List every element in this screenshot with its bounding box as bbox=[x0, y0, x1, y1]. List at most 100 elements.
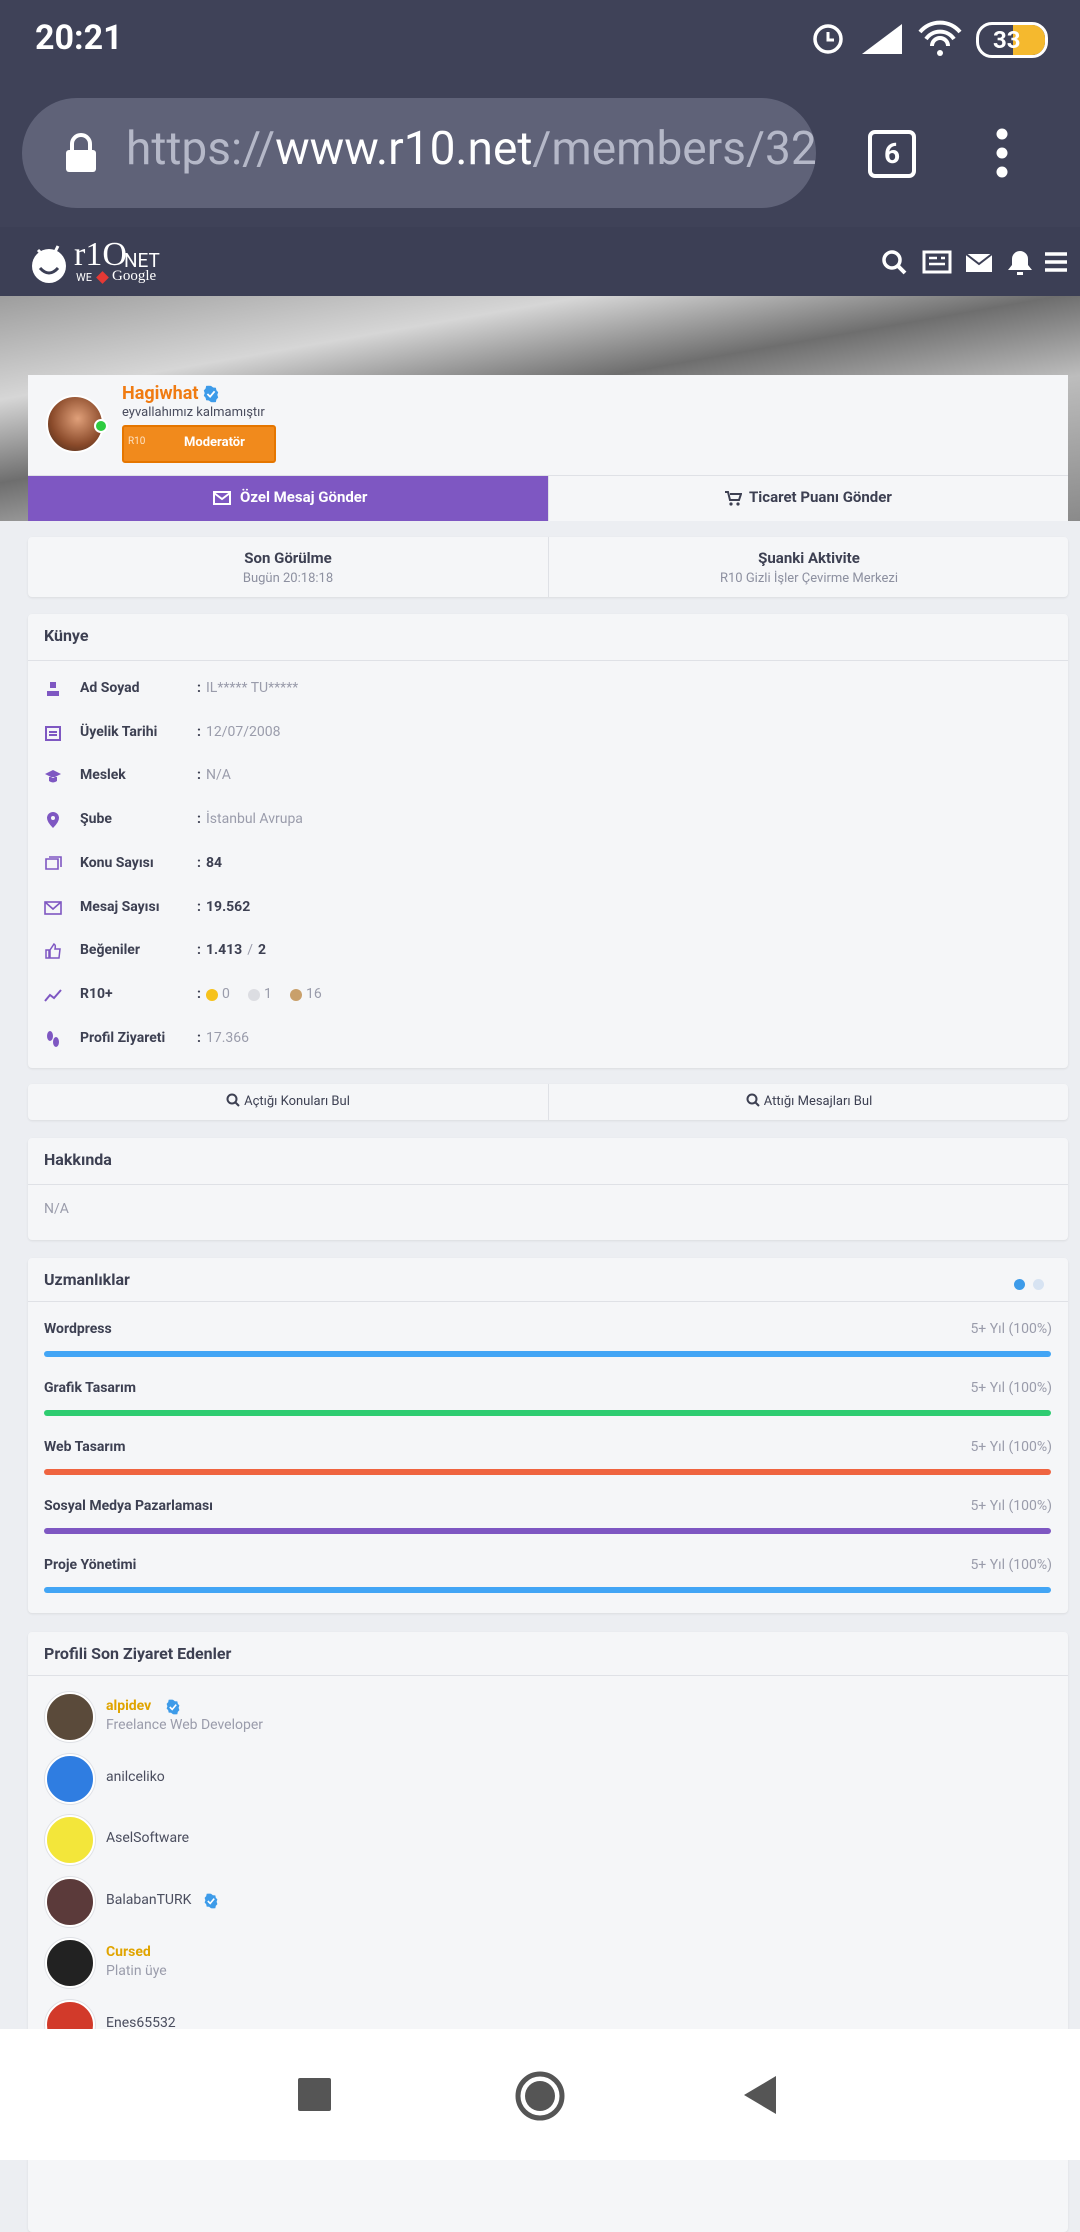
section-title: Uzmanlıklar bbox=[44, 1270, 130, 1289]
row-icon bbox=[44, 724, 62, 742]
user-status: eyvallahımız kalmamıştır bbox=[122, 405, 265, 420]
logo-mark-graphic bbox=[32, 245, 66, 283]
visitor-avatar[interactable] bbox=[45, 1815, 95, 1866]
medal-count: 0 bbox=[222, 985, 230, 1002]
activity-cell: Son Görülme Bugün 20:18:18 bbox=[28, 537, 548, 597]
tab-count[interactable]: 6 bbox=[868, 130, 916, 178]
profile-button[interactable]: Ticaret Puanı Gönder bbox=[548, 475, 1068, 521]
rank-badge: R10 Moderatör bbox=[122, 425, 276, 463]
search-button[interactable]: Açtığı Konuları Bul bbox=[28, 1084, 548, 1120]
row-separator: : bbox=[197, 854, 201, 871]
activity-title: Şuanki Aktivite bbox=[758, 549, 860, 567]
search-buttons: Açtığı Konuları Bul Attığı Mesajları Bul bbox=[28, 1084, 1068, 1120]
visitor-avatar[interactable] bbox=[45, 1938, 95, 1989]
row-value-main: IL***** TU***** bbox=[206, 680, 299, 696]
nav-back[interactable] bbox=[742, 2074, 778, 2116]
row-separator: : bbox=[197, 942, 201, 959]
skill-level: 5+ Yıl (100%) bbox=[970, 1439, 1052, 1455]
visitor-name[interactable]: alpidev bbox=[106, 1698, 152, 1714]
section-title: Profili Son Ziyaret Edenler bbox=[44, 1644, 232, 1663]
medal-dot bbox=[206, 988, 218, 1001]
logo-suffix: NET bbox=[124, 249, 160, 272]
row-separator: : bbox=[197, 811, 201, 828]
verified-badge bbox=[203, 1893, 219, 1909]
activity-card: Son Görülme Bugün 20:18:18 Şuanki Aktivite… bbox=[28, 537, 1068, 597]
verified-badge-graphic bbox=[166, 1699, 180, 1715]
search-button[interactable]: Attığı Mesajları Bul bbox=[548, 1084, 1069, 1120]
visitor-name[interactable]: Cursed bbox=[106, 1944, 151, 1961]
username: Hagiwhat bbox=[122, 383, 199, 404]
skill-level: 5+ Yıl (100%) bbox=[970, 1380, 1052, 1396]
row-icon-graphic bbox=[47, 682, 59, 696]
skill-bar bbox=[44, 1469, 1051, 1475]
profile-button[interactable]: Özel Mesaj Gönder bbox=[28, 475, 548, 521]
nav-home-graphic bbox=[515, 2071, 565, 2121]
row-icon bbox=[44, 680, 62, 698]
verified-badge-graphic bbox=[204, 1893, 217, 1909]
row-separator: : bbox=[197, 680, 201, 696]
skills-card: Uzmanlıklar Wordpress 5+ Yıl (100%) Grafik … bbox=[28, 1258, 1068, 1613]
visitor-title: Freelance Web Developer bbox=[106, 1717, 264, 1733]
lock-icon-graphic bbox=[66, 133, 96, 172]
row-value-main: 19.562 bbox=[206, 898, 251, 915]
url-host: www.r10.net bbox=[275, 122, 533, 176]
row-icon-graphic bbox=[47, 812, 59, 829]
button-label: Ticaret Puanı Gönder bbox=[749, 488, 892, 506]
nav-back-graphic bbox=[744, 2076, 776, 2114]
visitor-avatar[interactable] bbox=[45, 1876, 95, 1927]
pager-dot[interactable] bbox=[1014, 1279, 1025, 1290]
mail-icon bbox=[213, 490, 231, 506]
visitor-name[interactable]: anilceliko bbox=[106, 1768, 165, 1785]
row-icon bbox=[44, 899, 62, 917]
pager-dot[interactable] bbox=[1033, 1279, 1044, 1290]
divider bbox=[28, 660, 1068, 661]
about-text: N/A bbox=[44, 1201, 69, 1217]
tagline-google: Google bbox=[112, 268, 157, 284]
activity-value: R10 Gizli İşler Çevirme Merkezi bbox=[719, 571, 899, 586]
skill-bar bbox=[44, 1410, 1051, 1416]
row-value-main: 84 bbox=[206, 854, 223, 871]
row-label: Şube bbox=[80, 811, 112, 828]
divider bbox=[28, 1184, 1068, 1185]
url-scheme: https:// bbox=[126, 122, 276, 176]
battery-level bbox=[1013, 25, 1045, 55]
search-icon bbox=[746, 1093, 760, 1107]
logo-mark[interactable] bbox=[28, 238, 70, 286]
about-card: Hakkında N/A bbox=[28, 1138, 1068, 1240]
online-dot bbox=[94, 419, 108, 433]
row-separator: : bbox=[197, 767, 201, 784]
status-icons bbox=[808, 18, 988, 58]
verified-badge bbox=[165, 1699, 181, 1715]
nav-home[interactable] bbox=[514, 2070, 566, 2122]
row-value: İstanbul Avrupa bbox=[206, 811, 303, 827]
skill-level: 5+ Yıl (100%) bbox=[970, 1557, 1052, 1573]
visitor-name[interactable]: AselSoftware bbox=[106, 1830, 190, 1847]
row-icon bbox=[44, 811, 62, 829]
visitor-avatar[interactable] bbox=[45, 1753, 95, 1804]
verified-badge-graphic bbox=[203, 385, 219, 403]
medal-count: 16 bbox=[306, 985, 322, 1002]
menu-dots[interactable] bbox=[992, 128, 1012, 178]
activity-title: Son Görülme bbox=[244, 549, 332, 567]
row-value: N/A bbox=[206, 767, 231, 783]
visitor-name[interactable]: BalabanTURK bbox=[106, 1891, 192, 1908]
header-icons[interactable] bbox=[880, 248, 1070, 278]
row-separator: : bbox=[197, 723, 201, 740]
row-label: Profil Ziyareti bbox=[80, 1029, 166, 1046]
visitor-name[interactable]: Enes65532 bbox=[106, 2015, 176, 2031]
kunye-card: Künye Ad Soyad: IL***** TU***** Üyelik Tari… bbox=[28, 614, 1068, 1068]
address-bar[interactable]: https://www.r10.net/members/32 bbox=[22, 98, 816, 208]
nav-recents[interactable] bbox=[298, 2078, 332, 2112]
row-icon-graphic bbox=[45, 725, 61, 741]
skill-name: Web Tasarım bbox=[44, 1439, 126, 1455]
visitor-avatar[interactable] bbox=[45, 1692, 95, 1742]
row-separator: : bbox=[197, 985, 201, 1002]
skill-bar bbox=[44, 1528, 1051, 1534]
row-value-second: 2 bbox=[257, 942, 267, 959]
row-value-main: 1.413 bbox=[206, 942, 243, 959]
status-icons-graphic bbox=[813, 20, 962, 56]
row-value: 17.366 bbox=[206, 1030, 249, 1046]
skill-level: 5+ Yıl (100%) bbox=[970, 1321, 1052, 1337]
row-icon-graphic bbox=[44, 900, 62, 915]
row-value: 19.562 bbox=[206, 899, 250, 915]
